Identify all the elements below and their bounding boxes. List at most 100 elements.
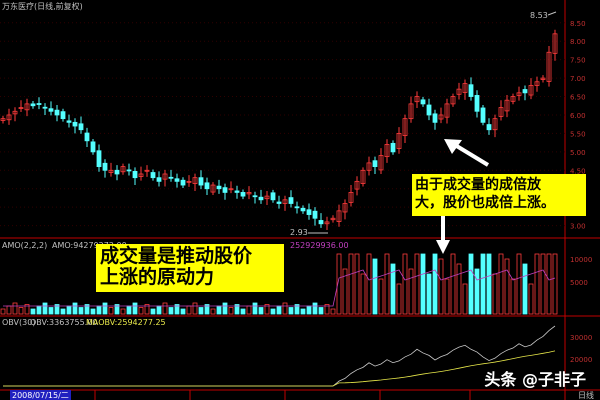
obv-value: OBV:3363755.00 <box>30 318 98 327</box>
candle-down <box>60 111 66 120</box>
candle-down <box>132 171 138 179</box>
candle-up <box>348 192 354 203</box>
candle-down <box>204 182 210 190</box>
candle-down <box>480 107 486 123</box>
candle-down <box>174 178 180 182</box>
volume-bar <box>54 304 60 315</box>
volume-bar <box>264 304 270 315</box>
price-tick-label: 7.50 <box>570 57 586 65</box>
volume-bar <box>540 253 546 315</box>
cursor-date: 2008/07/15/二 <box>10 390 71 400</box>
volume-indicator-name: AMO(2,2,2) <box>2 241 48 250</box>
candle-down <box>294 206 300 209</box>
volume-bar <box>30 308 36 315</box>
candle-down <box>300 207 306 212</box>
volume-bar <box>150 308 156 315</box>
volume-bar <box>12 302 18 315</box>
candle-down <box>216 185 222 190</box>
volume-bar <box>204 304 210 315</box>
candle-down <box>198 177 204 186</box>
price-tick-label: 6.00 <box>570 112 586 120</box>
volume-bar <box>462 283 468 315</box>
candle-up <box>228 188 234 191</box>
candle-up <box>282 199 288 204</box>
volume-bar <box>174 304 180 315</box>
price-tick-label: 7.00 <box>570 75 586 83</box>
volume-bar <box>138 307 144 315</box>
candle-up <box>414 96 420 103</box>
maobv-line <box>3 350 556 387</box>
volume-bar <box>468 253 474 315</box>
volume-bar <box>282 302 288 315</box>
volume-bar <box>432 253 438 315</box>
volume-bar <box>66 305 72 315</box>
indicator-tick-label: 20000 <box>570 356 592 364</box>
volume-bar <box>480 253 486 315</box>
volume-bar <box>24 304 30 315</box>
volume-bar <box>342 268 348 315</box>
volume-bar <box>102 302 108 315</box>
candle-up <box>360 169 366 184</box>
annotation-text: 由于成交量的成倍放 <box>415 177 541 193</box>
volume-bar <box>6 305 12 315</box>
volume-bar <box>144 304 150 315</box>
volume-bar <box>18 307 24 315</box>
candle-down <box>54 109 60 116</box>
volume-bar <box>258 307 264 315</box>
candle-up <box>264 195 270 200</box>
candle-up <box>516 92 522 96</box>
candle-down <box>306 209 312 215</box>
candle-up <box>138 173 144 177</box>
volume-bar <box>96 305 102 315</box>
candle-down <box>156 177 162 182</box>
volume-bar <box>48 307 54 315</box>
volume-bar <box>306 305 312 315</box>
candle-down <box>318 220 324 225</box>
candle-up <box>162 173 168 180</box>
volume-ma-value: 252929936.00 <box>290 241 349 250</box>
chart-title: 万东医疗(日线,前复权) <box>2 2 83 11</box>
candle-down <box>288 197 294 204</box>
volume-bar <box>168 307 174 315</box>
low-price-label: 2.93 <box>290 228 308 237</box>
candle-up <box>18 107 24 109</box>
volume-bar <box>384 253 390 315</box>
volume-bar <box>300 308 306 315</box>
volume-bar <box>348 253 354 315</box>
candle-down <box>432 113 438 123</box>
volume-bar <box>378 278 384 315</box>
annotation-box-price: 由于成交量的成倍放 大，股价也成倍上涨。 <box>412 174 586 216</box>
candle-up <box>330 217 336 221</box>
candle-down <box>96 150 102 168</box>
volume-bar <box>132 302 138 315</box>
volume-bar <box>444 278 450 315</box>
volume-bar <box>336 253 342 315</box>
candle-up <box>336 210 342 222</box>
candle-up <box>108 169 114 173</box>
volume-bar <box>354 253 360 315</box>
volume-bar <box>186 305 192 315</box>
candle-up <box>120 166 126 173</box>
volume-bar <box>414 253 420 315</box>
volume-bar <box>396 283 402 315</box>
volume-bar <box>390 263 396 315</box>
volume-bar <box>426 273 432 315</box>
candle-up <box>342 203 348 213</box>
candle-up <box>450 96 456 105</box>
volume-bar <box>72 302 78 315</box>
volume-bar <box>36 305 42 315</box>
price-tick-label: 5.50 <box>570 130 586 138</box>
candle-down <box>66 120 72 123</box>
volume-bar <box>108 307 114 315</box>
candle-down <box>36 103 42 105</box>
candle-down <box>222 187 228 193</box>
candle-down <box>48 108 54 112</box>
volume-bar <box>552 253 558 315</box>
candle-up <box>378 155 384 171</box>
volume-bar <box>516 253 522 315</box>
volume-indicator-value: AMO:94279272.00 <box>52 241 127 250</box>
candle-up <box>12 110 18 115</box>
annotation-text: 上涨的原动力 <box>100 266 215 288</box>
candle-down <box>522 89 528 94</box>
candle-down <box>372 160 378 168</box>
